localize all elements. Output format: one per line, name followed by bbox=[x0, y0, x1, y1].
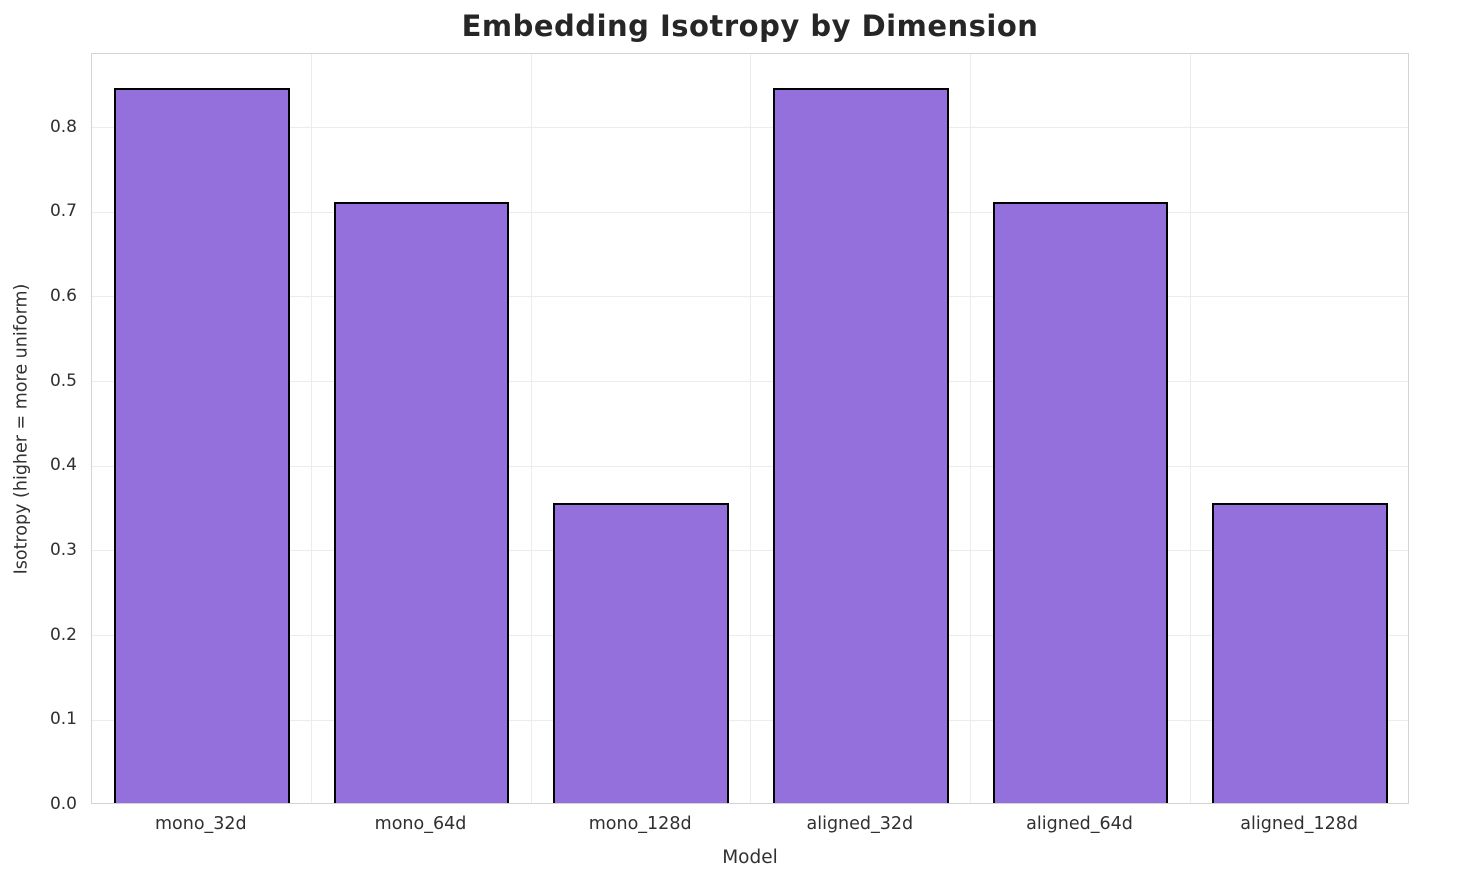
y-tick-0.2: 0.2 bbox=[49, 624, 77, 645]
gridline-y-0.8 bbox=[92, 126, 1408, 128]
gridline-y-0.3 bbox=[92, 550, 1408, 552]
gridline-y-0.4 bbox=[92, 465, 1408, 467]
gridline-x-5 bbox=[1189, 54, 1191, 803]
bar-mono_128d bbox=[553, 503, 730, 803]
plot-area bbox=[91, 53, 1409, 804]
y-tick-0.8: 0.8 bbox=[49, 116, 77, 137]
x-tick-aligned_128d: aligned_128d bbox=[1240, 814, 1359, 834]
gridline-y-0.6 bbox=[92, 296, 1408, 298]
bar-aligned_32d bbox=[772, 87, 949, 803]
bar-aligned_64d bbox=[992, 201, 1169, 803]
y-tick-0.5: 0.5 bbox=[49, 370, 77, 391]
x-tick-mono_32d: mono_32d bbox=[154, 814, 247, 834]
gridline-x-2 bbox=[530, 54, 532, 803]
y-tick-0.1: 0.1 bbox=[49, 709, 77, 730]
chart-title: Embedding Isotropy by Dimension bbox=[461, 9, 1039, 43]
gridline-y-0.7 bbox=[92, 211, 1408, 213]
bar-mono_64d bbox=[333, 201, 510, 803]
x-tick-aligned_64d: aligned_64d bbox=[1026, 814, 1133, 834]
gridline-y-0.5 bbox=[92, 380, 1408, 382]
bar-aligned_128d bbox=[1212, 503, 1389, 803]
gridline-y-0.1 bbox=[92, 719, 1408, 721]
y-axis-label: Isotropy (higher = more uniform) bbox=[11, 283, 32, 575]
y-tick-0.0: 0.0 bbox=[49, 794, 77, 814]
gridline-x-3 bbox=[750, 54, 752, 803]
gridline-x-1 bbox=[310, 54, 312, 803]
bar-mono_32d bbox=[113, 87, 290, 803]
y-tick-0.4: 0.4 bbox=[49, 455, 77, 476]
y-tick-0.3: 0.3 bbox=[49, 539, 77, 560]
x-axis-label: Model bbox=[722, 847, 778, 868]
gridline-y-0.2 bbox=[92, 634, 1408, 636]
x-tick-mono_64d: mono_64d bbox=[374, 814, 467, 834]
y-tick-0.7: 0.7 bbox=[49, 201, 77, 222]
gridline-x-4 bbox=[969, 54, 971, 803]
x-tick-mono_128d: mono_128d bbox=[588, 814, 692, 834]
x-tick-aligned_32d: aligned_32d bbox=[806, 814, 914, 834]
y-tick-0.6: 0.6 bbox=[49, 285, 77, 306]
